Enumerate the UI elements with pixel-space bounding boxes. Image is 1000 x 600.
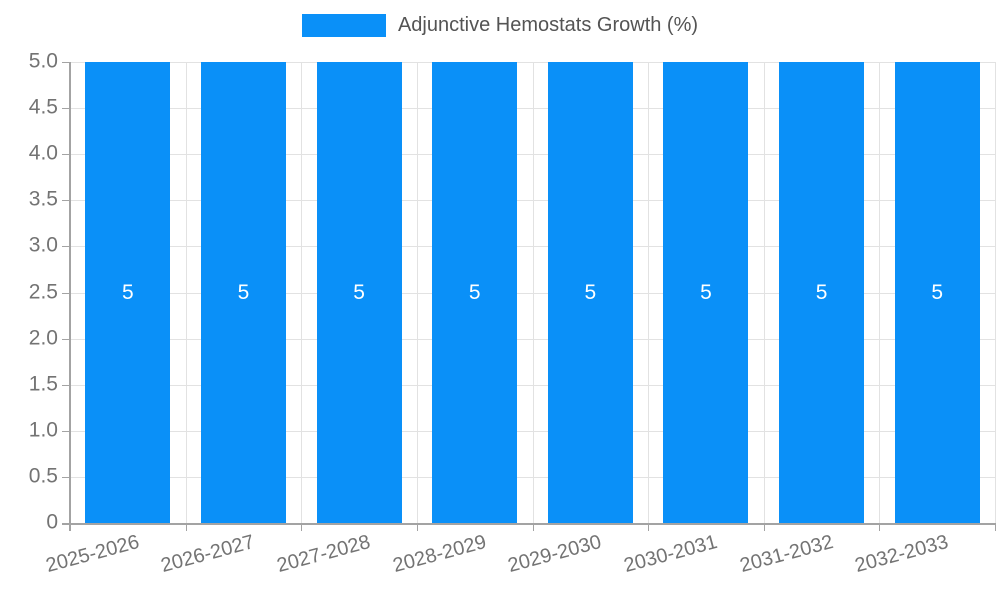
y-axis-tick-label: 2.5 (28, 280, 58, 304)
x-axis-tick-mark (995, 523, 996, 531)
y-axis-tick-mark (62, 246, 70, 248)
x-axis-tick-mark (532, 523, 534, 531)
y-axis-tick-mark (62, 200, 70, 202)
y-axis-tick-mark (62, 476, 70, 478)
bar: 5 (547, 62, 633, 523)
gridline-vertical (301, 62, 303, 523)
y-axis-tick-label: 1.0 (28, 418, 58, 442)
bar-value-label: 5 (468, 280, 481, 304)
bar: 5 (663, 62, 749, 523)
gridline-vertical (995, 62, 996, 523)
bar: 5 (85, 62, 171, 523)
bar-value-label: 5 (700, 280, 712, 304)
x-axis-tick-mark (301, 523, 303, 531)
gridline-vertical (532, 62, 534, 523)
gridline-vertical (185, 62, 187, 523)
y-axis-tick-mark (62, 292, 70, 294)
bar-value-label: 5 (353, 280, 365, 304)
x-axis-tick-mark (879, 523, 881, 531)
y-axis-tick-mark (62, 108, 70, 110)
x-axis-tick-mark (648, 523, 650, 531)
gridline-vertical (763, 62, 765, 523)
y-axis-tick-mark (62, 154, 70, 156)
bar-value-label: 5 (584, 280, 597, 304)
y-axis-tick-mark (62, 384, 70, 386)
y-axis-tick-mark (62, 338, 70, 340)
y-axis-tick-label: 3.5 (28, 187, 58, 211)
x-axis-tick-mark (763, 523, 765, 531)
legend-label: Adjunctive Hemostats Growth (%) (397, 14, 699, 36)
bar: 5 (200, 62, 286, 523)
y-axis-tick-label: 5.0 (28, 49, 58, 73)
y-axis-tick-label: 4.5 (28, 95, 58, 119)
y-axis-tick-label: 4.0 (28, 141, 58, 165)
bar: 5 (894, 62, 980, 523)
x-axis-tick-mark (185, 523, 187, 531)
bar: 5 (432, 62, 518, 523)
y-axis-tick-label: 2.0 (28, 326, 58, 350)
y-axis-tick-label: 0 (46, 510, 58, 534)
y-axis-line (69, 62, 71, 531)
bar-value-label: 5 (815, 280, 828, 304)
gridline-vertical (879, 62, 881, 523)
y-axis-tick-mark (62, 62, 70, 63)
bar-value-label: 5 (931, 280, 944, 304)
legend-swatch (301, 14, 386, 37)
bar: 5 (316, 62, 402, 523)
y-axis-tick-label: 3.0 (28, 233, 58, 257)
legend[interactable]: Adjunctive Hemostats Growth (%) (0, 14, 1000, 37)
bar-value-label: 5 (237, 280, 250, 304)
gridline-vertical (416, 62, 418, 523)
bar-value-label: 5 (121, 280, 134, 304)
x-axis-line (62, 523, 995, 525)
y-axis-tick-label: 0.5 (28, 464, 58, 488)
gridline-vertical (648, 62, 650, 523)
x-axis-tick-mark (416, 523, 418, 531)
bar: 5 (779, 62, 865, 523)
y-axis-tick-mark (62, 430, 70, 432)
y-axis-tick-label: 1.5 (28, 372, 58, 396)
